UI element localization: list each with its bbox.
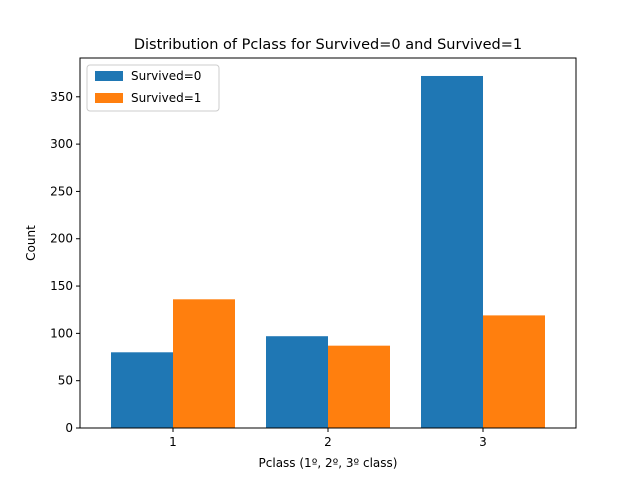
legend-swatch xyxy=(95,71,123,81)
y-tick-label: 200 xyxy=(50,232,73,246)
x-tick-label: 3 xyxy=(479,435,487,449)
y-axis: 0 50 100 150 200 250 300 350 xyxy=(50,90,80,435)
bar-survived-1-1 xyxy=(173,299,235,428)
y-tick-label: 250 xyxy=(50,184,73,198)
y-tick-label: 350 xyxy=(50,90,73,104)
legend: Survived=0 Survived=1 xyxy=(86,64,220,112)
chart-title: Distribution of Pclass for Survived=0 an… xyxy=(134,37,522,53)
x-tick-label: 2 xyxy=(324,435,332,449)
x-axis-label: Pclass (1º, 2º, 3º class) xyxy=(259,456,398,470)
bar-survived-0-3 xyxy=(421,75,483,428)
y-tick-label: 300 xyxy=(50,137,73,151)
plot-area xyxy=(111,75,545,428)
legend-label: Survived=1 xyxy=(131,91,201,105)
legend-label: Survived=0 xyxy=(131,69,201,83)
bar-survived-0-1 xyxy=(111,352,173,428)
bar-survived-0-2 xyxy=(266,336,328,428)
y-axis-label: Count xyxy=(24,225,38,261)
bar-survived-1-3 xyxy=(483,315,545,428)
y-tick-label: 50 xyxy=(58,374,73,388)
plot-frame xyxy=(79,57,577,429)
y-tick-label: 150 xyxy=(50,279,73,293)
x-axis: 1 2 3 xyxy=(169,428,487,449)
legend-swatch xyxy=(95,93,123,103)
y-tick-label: 0 xyxy=(65,421,73,435)
x-tick-label: 1 xyxy=(169,435,177,449)
y-tick-label: 100 xyxy=(50,326,73,340)
bar-survived-1-2 xyxy=(328,345,390,428)
